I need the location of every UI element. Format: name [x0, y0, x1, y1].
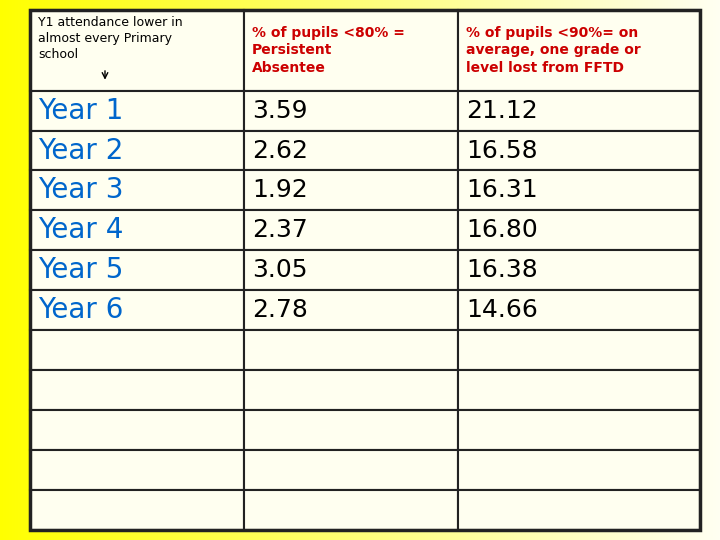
Bar: [458, 10, 700, 91]
Bar: [30, 10, 244, 91]
Bar: [244, 410, 458, 450]
Bar: [30, 251, 244, 291]
Bar: [458, 131, 700, 171]
Bar: [458, 490, 700, 530]
Text: Year 5: Year 5: [38, 256, 123, 285]
Bar: [244, 251, 458, 291]
Bar: [458, 370, 700, 410]
Text: % of pupils <90%= on
average, one grade or
level lost from FFTD: % of pupils <90%= on average, one grade …: [466, 26, 641, 75]
Text: 2.37: 2.37: [252, 218, 307, 242]
Bar: [244, 490, 458, 530]
Bar: [458, 330, 700, 370]
Bar: [30, 370, 244, 410]
Text: Y1 attendance lower in
almost every Primary
school: Y1 attendance lower in almost every Prim…: [38, 16, 183, 61]
Bar: [30, 490, 244, 530]
Text: 3.59: 3.59: [252, 99, 307, 123]
Bar: [458, 410, 700, 450]
Bar: [244, 91, 458, 131]
Bar: [30, 131, 244, 171]
Bar: [244, 291, 458, 330]
Bar: [458, 450, 700, 490]
Bar: [458, 251, 700, 291]
Text: 1.92: 1.92: [252, 178, 307, 202]
Text: 14.66: 14.66: [466, 298, 538, 322]
Text: 16.31: 16.31: [466, 178, 538, 202]
Text: % of pupils <80% =
Persistent
Absentee: % of pupils <80% = Persistent Absentee: [252, 26, 405, 75]
Bar: [458, 91, 700, 131]
Bar: [244, 211, 458, 251]
Bar: [30, 330, 244, 370]
Bar: [244, 171, 458, 211]
Bar: [244, 450, 458, 490]
Bar: [30, 450, 244, 490]
Bar: [30, 171, 244, 211]
Text: Year 6: Year 6: [38, 296, 123, 325]
Text: Year 4: Year 4: [38, 217, 123, 245]
Bar: [244, 131, 458, 171]
Bar: [458, 211, 700, 251]
Text: Year 3: Year 3: [38, 177, 124, 205]
Text: Year 2: Year 2: [38, 137, 123, 165]
Text: 21.12: 21.12: [466, 99, 538, 123]
Text: 16.38: 16.38: [466, 258, 538, 282]
Bar: [30, 91, 244, 131]
Text: 16.58: 16.58: [466, 139, 538, 163]
Bar: [244, 330, 458, 370]
Text: 2.62: 2.62: [252, 139, 308, 163]
Text: 16.80: 16.80: [466, 218, 538, 242]
Text: 2.78: 2.78: [252, 298, 308, 322]
Bar: [458, 171, 700, 211]
Bar: [458, 291, 700, 330]
Bar: [244, 10, 458, 91]
Text: Year 1: Year 1: [38, 97, 123, 125]
Bar: [30, 211, 244, 251]
Bar: [30, 291, 244, 330]
Bar: [30, 410, 244, 450]
Text: 3.05: 3.05: [252, 258, 307, 282]
Bar: [244, 370, 458, 410]
